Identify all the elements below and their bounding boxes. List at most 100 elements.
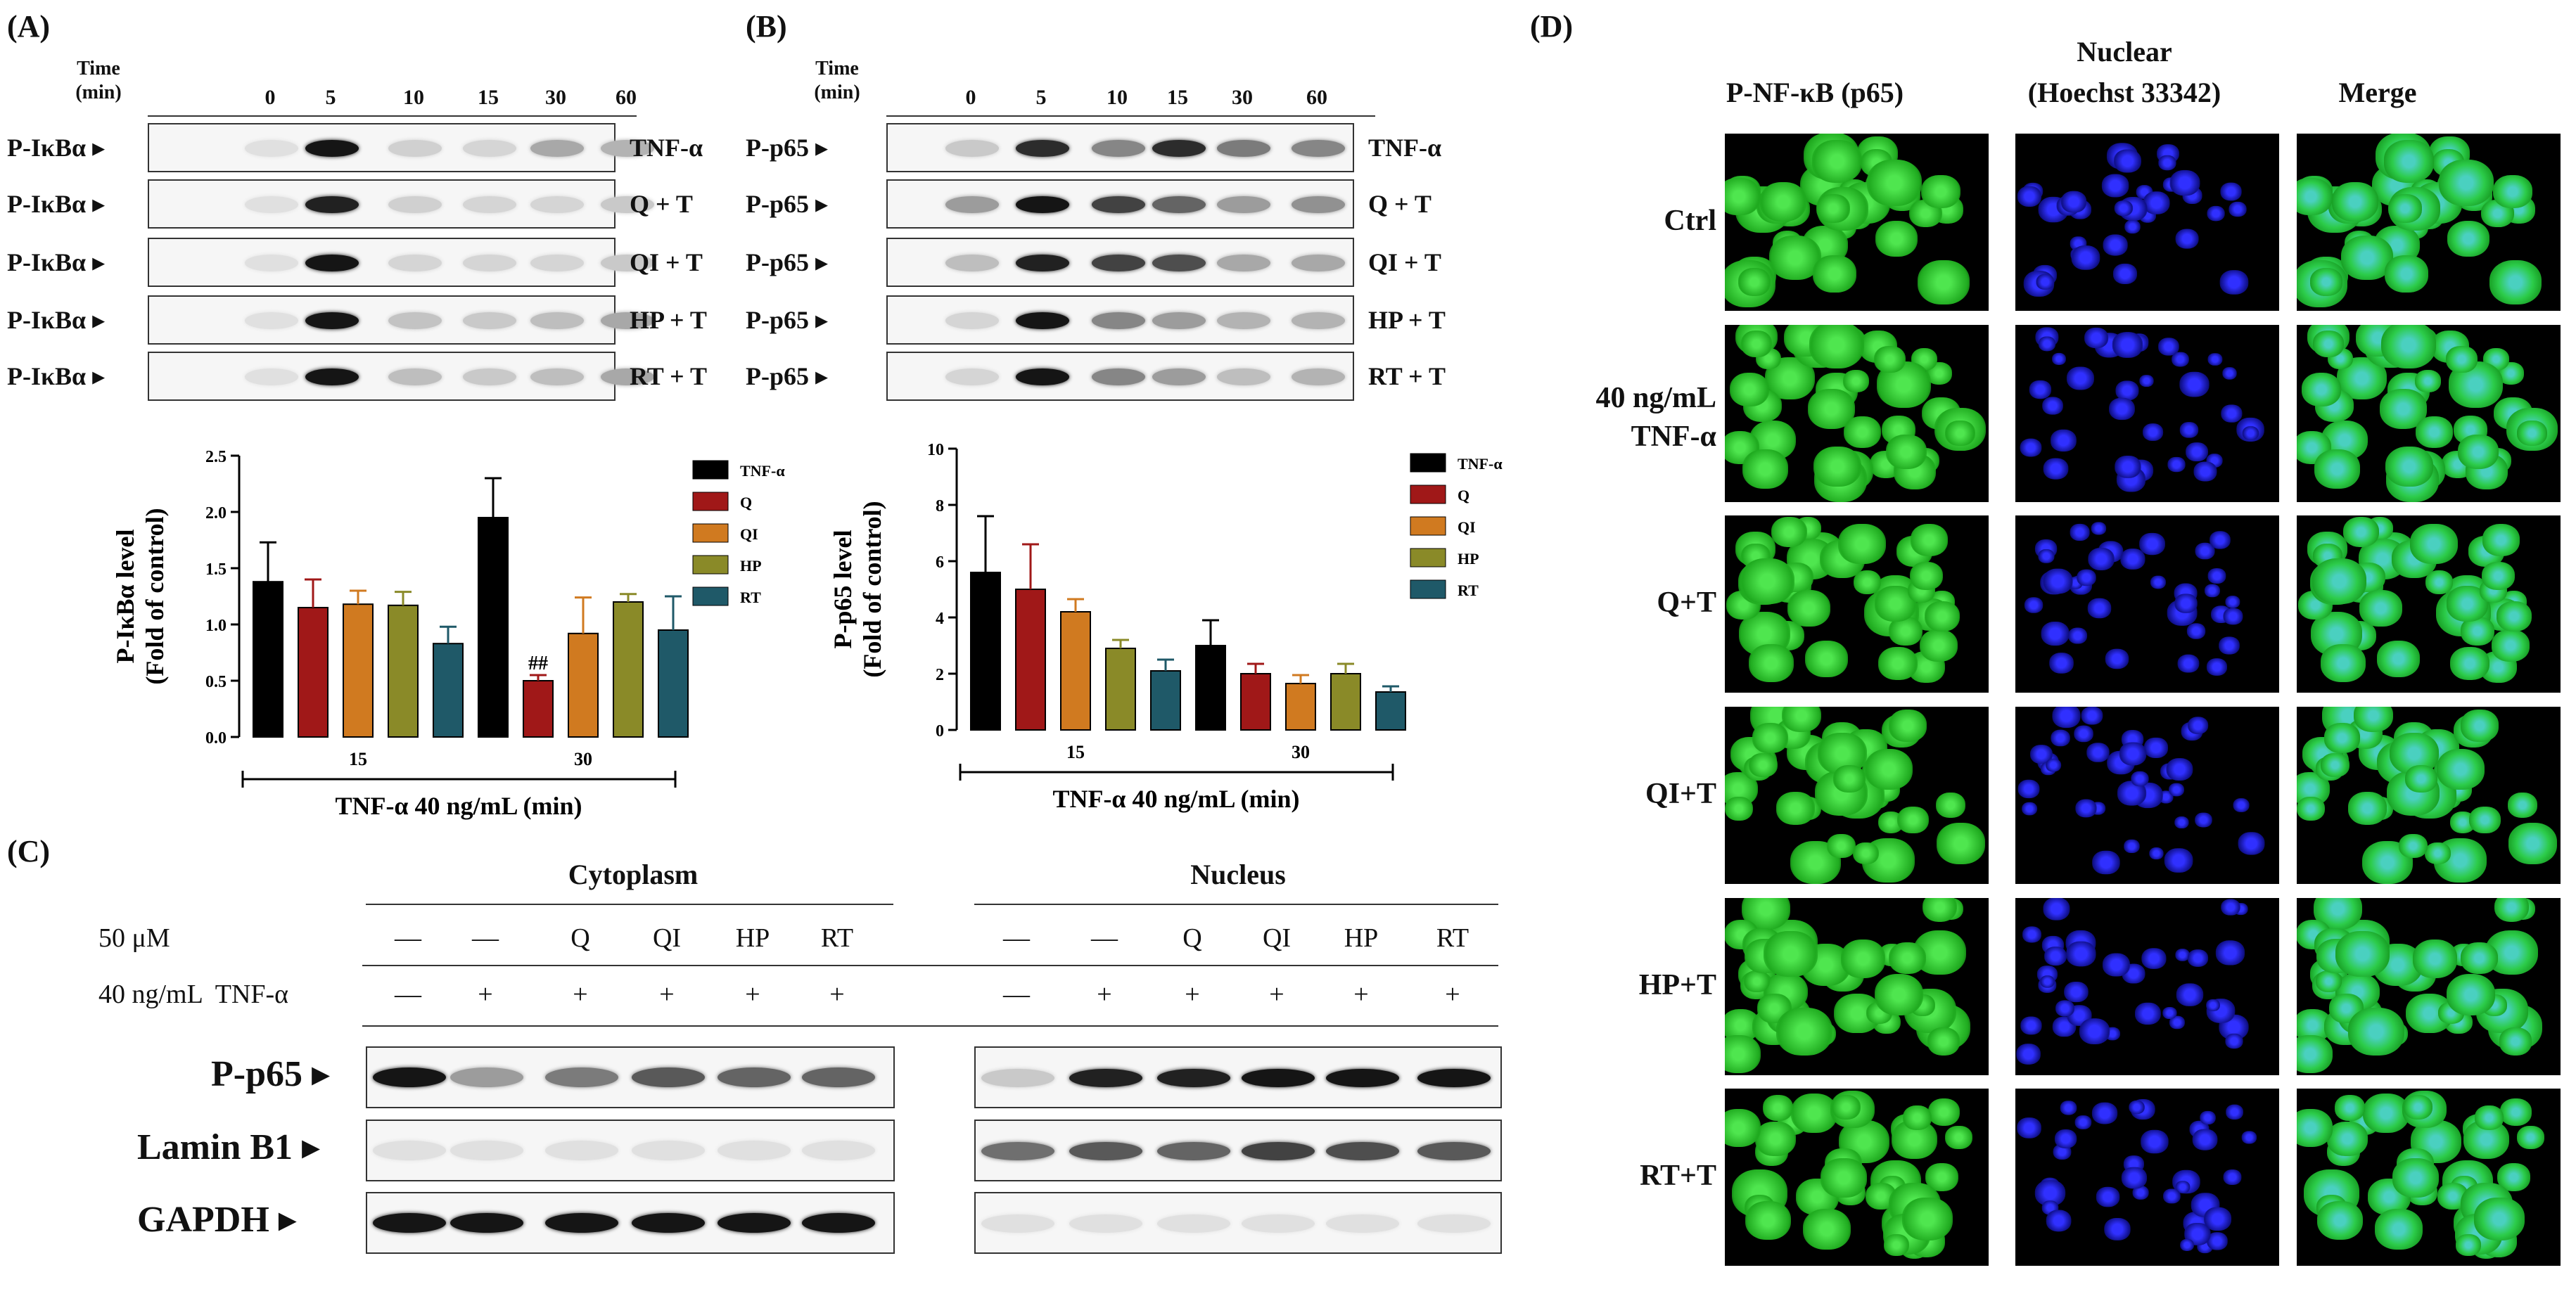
blot-a-blot-strip <box>148 352 654 401</box>
cell <box>2172 352 2189 367</box>
blot-a-band <box>305 196 359 213</box>
cell <box>2493 174 2532 208</box>
cell <box>2091 522 2106 535</box>
blot-a-blot-strip <box>148 123 654 172</box>
blot-b-time-label: Time <box>815 58 859 79</box>
cell <box>2242 425 2259 440</box>
cell <box>2474 1198 2525 1241</box>
cell <box>2392 1158 2439 1198</box>
cell <box>2362 1093 2410 1134</box>
cell <box>2475 1105 2504 1130</box>
cell <box>2225 596 2240 608</box>
cell <box>2050 429 2077 451</box>
cell <box>2143 191 2170 214</box>
band <box>1242 1069 1315 1087</box>
cell <box>1921 174 1960 208</box>
cell <box>2331 181 2379 222</box>
cell <box>2070 523 2090 541</box>
band <box>1069 1069 1142 1087</box>
cell <box>2042 397 2064 415</box>
cell <box>2399 833 2428 859</box>
cell <box>2064 982 2089 1003</box>
cell <box>2150 575 2166 589</box>
blot-b-treatment-label: TNF-α <box>1368 134 1442 162</box>
blot-b-time-30: 30 <box>1232 86 1253 109</box>
col-header-nuclear: Nuclear <box>2077 36 2172 68</box>
cell <box>2174 594 2198 614</box>
cell <box>2412 940 2458 978</box>
cell <box>2340 236 2393 281</box>
cell <box>2446 973 2496 1016</box>
cell <box>2436 749 2485 790</box>
bar-chart-p-p65: 0 2 4 6 8 10 P-p65 level (Fold of control) 15 30 T… <box>829 441 1503 813</box>
cell <box>2102 953 2130 977</box>
cell <box>2489 259 2542 304</box>
merge-image <box>2297 325 2561 502</box>
cell <box>2496 601 2532 631</box>
row-label: 40 ng/mL <box>1595 382 1716 414</box>
cell <box>1902 1198 1953 1241</box>
blot-a-band <box>388 312 442 329</box>
row1-value: HP <box>1344 923 1379 953</box>
p65-image <box>1725 898 1989 1075</box>
cell <box>1725 797 1754 821</box>
cell <box>1725 1109 1761 1148</box>
blot-a-row-protein: P-IκBα ▸ <box>7 362 106 390</box>
row2-value: + <box>745 980 760 1009</box>
band <box>981 1214 1054 1233</box>
cell <box>2301 372 2342 406</box>
cell <box>2166 758 2193 781</box>
blot-b-band <box>945 368 999 385</box>
bar <box>1015 589 1046 731</box>
cell <box>2038 549 2055 563</box>
cell <box>2229 202 2247 217</box>
bar <box>1195 645 1226 731</box>
blot-a-band <box>530 368 584 385</box>
cell <box>1936 793 1966 819</box>
cell <box>2342 516 2380 548</box>
blot-b-band <box>1092 196 1145 213</box>
blot-b-time-0: 0 <box>965 86 976 109</box>
cell <box>2446 345 2478 373</box>
blot-b-band <box>1152 312 1206 329</box>
blot-b-band <box>1152 255 1206 271</box>
legend-label: QI <box>740 525 758 543</box>
cell <box>2055 1129 2077 1149</box>
blot-b-time-10: 10 <box>1107 86 1128 109</box>
cell <box>2036 274 2054 290</box>
row-label: Q+T <box>1657 586 1716 619</box>
cell <box>2416 416 2454 448</box>
bar <box>478 517 509 738</box>
cell <box>2348 1008 2404 1056</box>
cell <box>2316 970 2342 993</box>
cell <box>1840 940 1886 978</box>
cell <box>1742 449 1788 489</box>
cell <box>1744 970 1771 993</box>
y-tick-label: 8 <box>936 497 944 515</box>
blot-a-header-line <box>148 115 637 117</box>
blot-a-band <box>463 196 516 213</box>
cell <box>2115 380 2139 401</box>
cell <box>2403 1095 2433 1120</box>
cell <box>1831 1095 1861 1120</box>
cell <box>2046 1210 2072 1231</box>
cell <box>2129 1101 2145 1115</box>
panel-label-a: (A) <box>7 9 51 44</box>
legend-label: TNF-α <box>1458 455 1503 473</box>
cell <box>2060 191 2087 213</box>
cell <box>2222 367 2237 380</box>
cell <box>2321 643 2366 682</box>
blot-b-row-protein: P-p65 ▸ <box>746 134 829 162</box>
cell <box>1827 833 1856 859</box>
blot-a-band <box>245 312 298 329</box>
row1-value: — <box>395 923 421 953</box>
cell <box>2461 710 2499 742</box>
cell <box>1844 416 1882 448</box>
cell <box>2096 1186 2120 1207</box>
cytoplasm-blot-strip <box>366 1120 895 1181</box>
blot-b-band <box>1152 196 1206 213</box>
cell <box>2195 812 2212 828</box>
band <box>802 1213 875 1233</box>
legend-label: Q <box>1458 487 1469 504</box>
cell <box>2180 422 2199 438</box>
